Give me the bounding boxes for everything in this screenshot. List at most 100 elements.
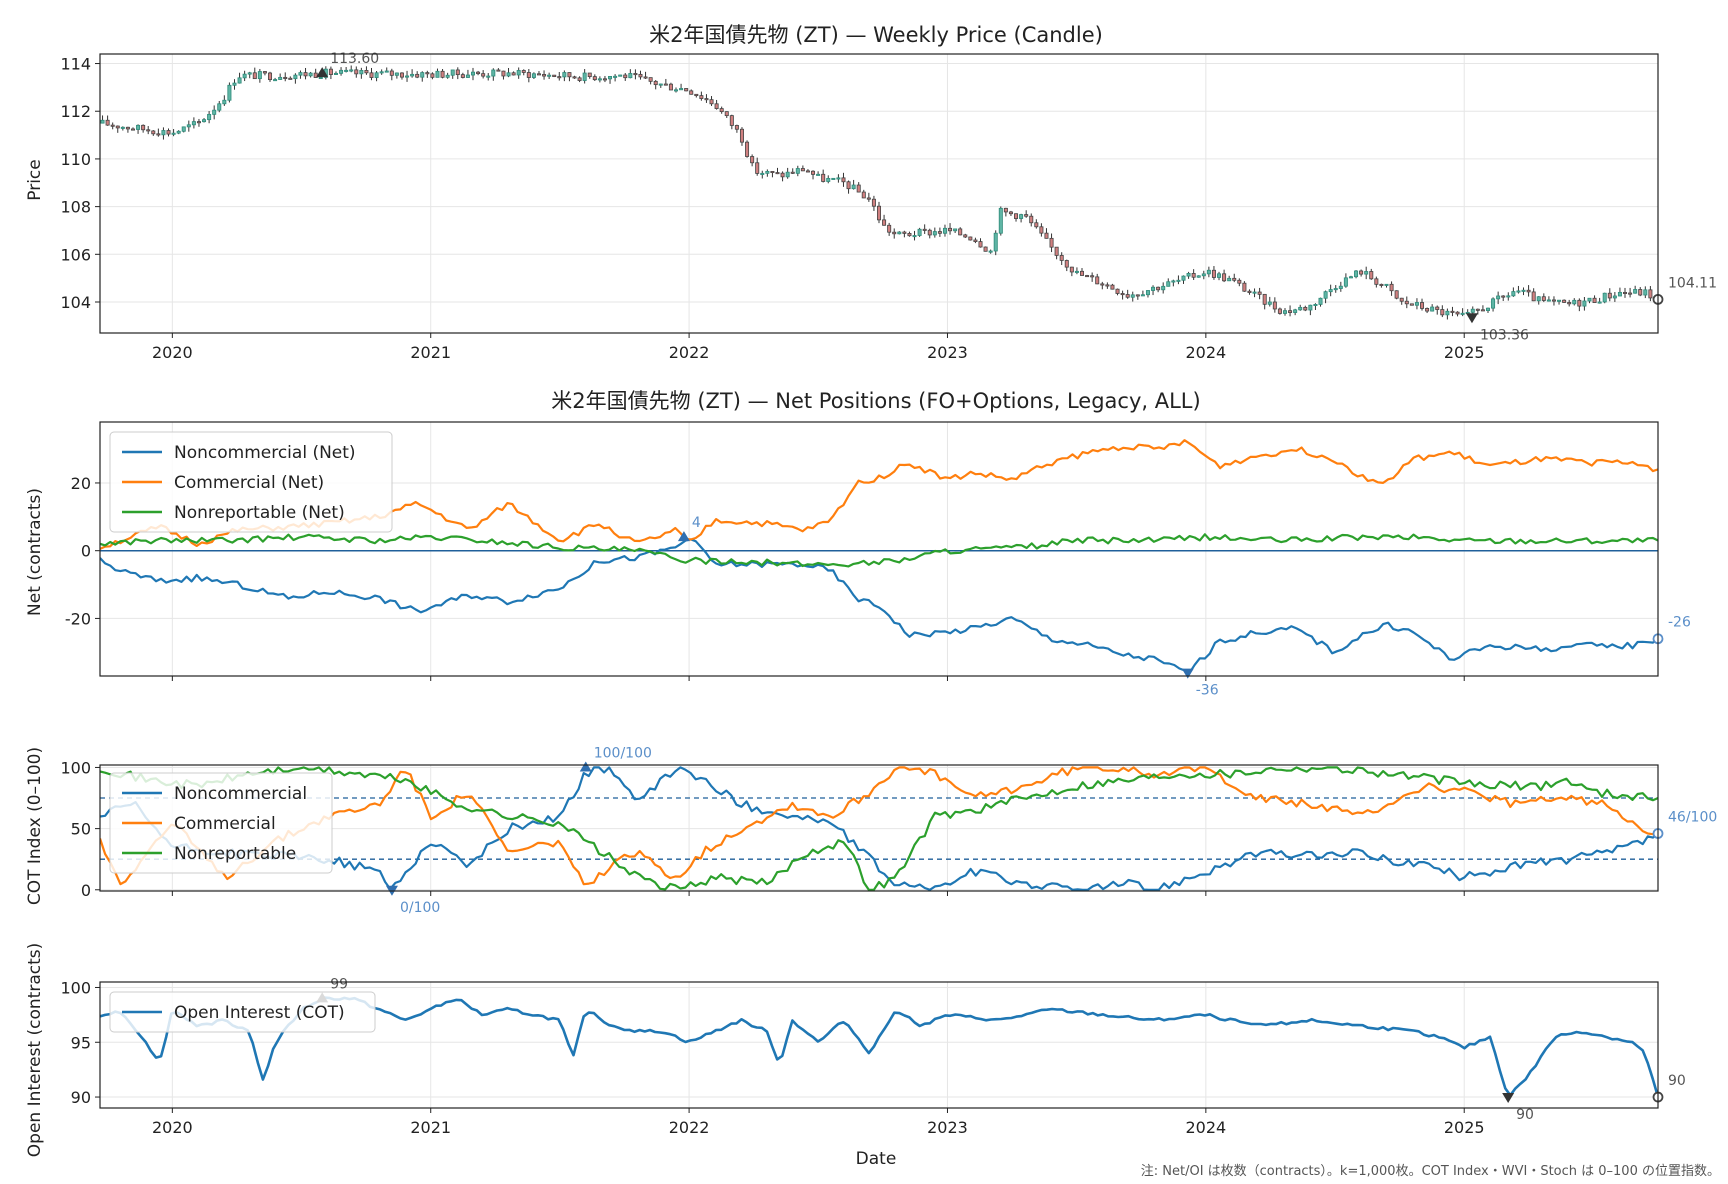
- price-candle-body: [1491, 298, 1496, 309]
- price-candle-body: [379, 71, 384, 74]
- price-candle-body: [734, 125, 739, 130]
- price-candle-body: [486, 75, 491, 78]
- price-candle-body: [1196, 275, 1201, 278]
- cot-max-label: 100/100: [594, 745, 652, 761]
- price-candle-body: [115, 125, 120, 129]
- price-candle-body: [785, 171, 790, 178]
- price-candle-body: [481, 73, 486, 77]
- price-candle-body: [1008, 211, 1013, 215]
- price-candle-body: [623, 74, 628, 79]
- price-candle-body: [1191, 273, 1196, 278]
- cot-index-y-axis-label: COT Index (0–100): [25, 747, 45, 905]
- oi-min-label: 90: [1516, 1107, 1534, 1123]
- price-candle-body: [1323, 291, 1328, 299]
- price-candle-body: [339, 69, 344, 74]
- price-candle-body: [663, 83, 668, 86]
- price-candle-body: [739, 128, 744, 143]
- cot-axes-frame: [99, 764, 1659, 892]
- price-candle-body: [283, 76, 288, 79]
- price-candle-body: [1425, 308, 1430, 312]
- cot-series-line-nonreportable: [100, 766, 1658, 891]
- price-candle-body: [141, 124, 146, 131]
- price-candle-body: [415, 73, 420, 78]
- price-candle-body: [719, 108, 724, 113]
- cot-legend-box: [109, 772, 333, 874]
- price-candle-body: [496, 69, 501, 72]
- price-candle-body: [1125, 294, 1130, 298]
- price-candle-body: [273, 79, 278, 82]
- price-candle-body: [354, 69, 359, 75]
- net-legend-entry: Nonreportable (Net): [174, 503, 345, 523]
- price-candle-body: [907, 233, 912, 237]
- price-candle-body: [1511, 291, 1516, 297]
- price-candle-body: [501, 70, 506, 77]
- price-candle-body: [745, 141, 750, 157]
- price-candle-body: [958, 228, 963, 236]
- price-candle-body: [942, 227, 947, 234]
- price-candle-body: [1628, 292, 1633, 295]
- price-candle-body: [1506, 295, 1511, 298]
- price-candle-body: [1105, 284, 1110, 287]
- oi-y-axis-label: Open Interest (contracts): [25, 943, 45, 1157]
- net-panel-title: 米2年国債先物 (ZT) — Net Positions (FO+Options…: [551, 389, 1200, 413]
- net-legend-entry: Commercial (Net): [174, 473, 324, 493]
- price-candle-body: [242, 73, 247, 79]
- oi-x-tick-label: 2022: [669, 1118, 710, 1137]
- price-candle-body: [633, 73, 638, 76]
- price-candle-body: [1607, 292, 1612, 299]
- price-candle-body: [278, 76, 283, 80]
- price-candle-body: [608, 75, 613, 80]
- price-candle-body: [1430, 306, 1435, 312]
- net-last-label: -26: [1668, 615, 1691, 631]
- price-candle-body: [156, 133, 161, 136]
- price-candle-body: [1638, 289, 1643, 296]
- price-candle-body: [638, 73, 643, 78]
- price-candle-body: [684, 88, 689, 92]
- price-candle-body: [648, 77, 653, 82]
- price-candle-body: [1257, 291, 1262, 295]
- oi-x-tick-label: 2025: [1444, 1118, 1485, 1137]
- price-candle-body: [1288, 310, 1293, 313]
- price-plot-area: 2020 2021 2022 2023 2024 2025 104 106 108 110 112 1…: [60, 51, 1717, 362]
- price-candle-body: [1298, 306, 1303, 311]
- price-y-tick-label: 110: [60, 150, 91, 169]
- oi-x-tick-label: 2023: [927, 1118, 968, 1137]
- price-candle-body: [161, 130, 166, 136]
- price-candle-body: [130, 128, 135, 131]
- price-candle-body: [1303, 306, 1308, 311]
- price-candle-body: [750, 156, 755, 164]
- price-candle-body: [1643, 289, 1648, 296]
- price-candle-body: [1531, 291, 1536, 302]
- cot-y-tick-label: 0: [81, 881, 91, 900]
- oi-legend-entry: Open Interest (COT): [174, 1003, 345, 1023]
- price-candle-body: [1059, 255, 1064, 261]
- price-candle-body: [349, 69, 354, 72]
- price-candle-body: [948, 227, 953, 232]
- price-candle-body: [1034, 222, 1039, 228]
- price-candle-body: [760, 172, 765, 175]
- price-candle-body: [1475, 308, 1480, 311]
- price-candle-body: [196, 121, 201, 124]
- price-candle-body: [318, 77, 323, 80]
- price-candle-body: [877, 205, 882, 221]
- price-candle-body: [846, 181, 851, 190]
- price-candle-body: [892, 231, 897, 235]
- price-candle-body: [333, 72, 338, 75]
- price-candle-body: [1064, 260, 1069, 268]
- price-candle-body: [1567, 302, 1572, 305]
- cot-legend-entry: Noncommercial: [174, 784, 307, 804]
- price-candle-body: [1227, 277, 1232, 282]
- price-min-label: 103.36: [1480, 327, 1529, 343]
- price-candle-body: [1389, 283, 1394, 292]
- price-candle-body: [668, 83, 673, 91]
- price-axes-frame: [99, 53, 1659, 334]
- price-candle-body: [405, 75, 410, 78]
- net-y-axis-label: Net (contracts): [25, 488, 45, 616]
- price-candle-body: [674, 89, 679, 92]
- price-candle-body: [887, 224, 892, 233]
- price-last-label: 104.11: [1668, 275, 1717, 291]
- price-candle-body: [420, 72, 425, 78]
- cot-series-line-noncommercial: [100, 766, 1658, 891]
